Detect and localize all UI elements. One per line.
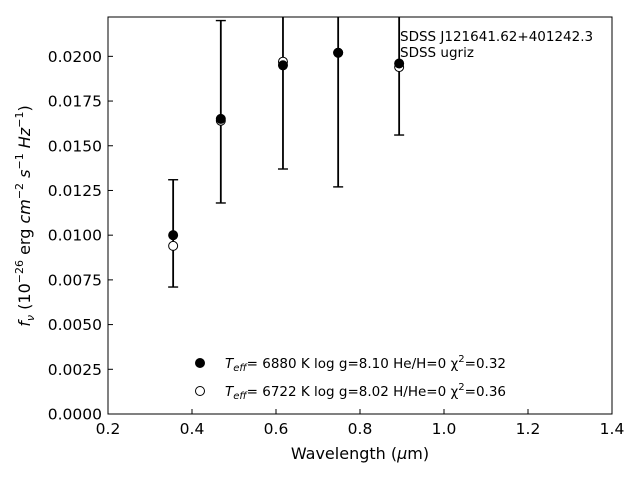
error-bar [215, 19, 226, 204]
data-point-filled [394, 58, 405, 69]
legend: Teff= 6880 K log g=8.10 He/H=0 χ2=0.32 T… [195, 354, 506, 402]
legend-marker-open [195, 386, 205, 396]
error-bar [333, 17, 344, 188]
plot-frame [107, 16, 613, 415]
annotation-object-name: SDSS J121641.62+401242.3 [400, 29, 593, 45]
error-bar [277, 17, 288, 170]
y-tick-label: 0.0000 [48, 406, 102, 424]
legend-entry-1: Teff= 6880 K log g=8.10 He/H=0 χ2=0.32 [225, 354, 506, 374]
x-tick-label: 0.8 [348, 420, 373, 438]
y-tick-label: 0.0025 [48, 361, 102, 379]
data-point-open [168, 240, 179, 251]
data-points [168, 47, 405, 251]
legend-entry-2: Teff= 6722 K log g=8.02 H/He=0 χ2=0.36 [225, 382, 506, 402]
y-axis-ticks: 0.0000 0.0025 0.0050 0.0075 0.0100 0.0125 0.01… [48, 48, 113, 424]
data-point-filled [333, 47, 344, 58]
data-point-filled [277, 60, 288, 71]
y-axis-label: fν (10−26 erg cm−2 s−1 Hz−1) [13, 105, 37, 326]
y-tick-label: 0.0175 [48, 93, 102, 111]
error-bars [168, 17, 405, 288]
data-point-filled [215, 113, 226, 124]
x-tick-label: 0.4 [180, 420, 205, 438]
y-tick-label: 0.0100 [48, 227, 102, 245]
annotation-photometry: SDSS ugriz [400, 45, 474, 61]
x-tick-label: 0.2 [96, 420, 121, 438]
x-axis-ticks: 0.2 0.4 0.6 0.8 1.0 1.2 1.4 [96, 409, 625, 438]
data-point-filled [168, 230, 179, 241]
y-tick-label: 0.0125 [48, 182, 102, 200]
legend-marker-filled [195, 358, 205, 368]
x-tick-label: 1.4 [600, 420, 625, 438]
error-bar [394, 17, 405, 136]
y-tick-label: 0.0050 [48, 316, 102, 334]
y-tick-label: 0.0200 [48, 48, 102, 66]
y-tick-label: 0.0075 [48, 271, 102, 289]
y-tick-label: 0.0150 [48, 137, 102, 155]
x-tick-label: 1.2 [516, 420, 541, 438]
x-tick-label: 0.6 [264, 420, 289, 438]
x-axis-label: Wavelength (μm) [291, 444, 429, 463]
x-tick-label: 1.0 [432, 420, 457, 438]
